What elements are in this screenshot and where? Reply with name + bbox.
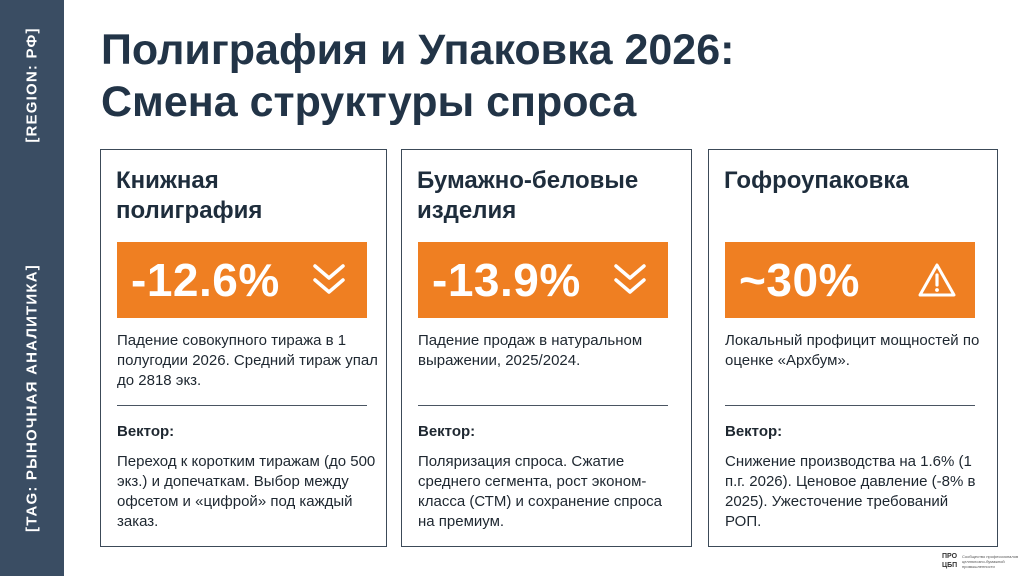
vector-label: Вектор: — [725, 423, 783, 440]
double-chevron-down-icon — [313, 264, 345, 294]
stat-box: -12.6% — [117, 242, 367, 318]
vector-text: Снижение производства на 1.6% (1 п.г. 20… — [725, 453, 976, 530]
title-line-1: Полиграфия и Упаковка 2026: — [101, 26, 735, 74]
card-title-line-1: Книжная — [116, 167, 219, 194]
vector-label: Вектор: — [117, 423, 175, 440]
topic-tag: [TAG: РЫНОЧНАЯ АНАЛИТИКА] — [23, 264, 41, 532]
vector-text: Поляризация спроса. Сжатие среднего сегм… — [418, 453, 663, 530]
vector-label: Вектор: — [418, 423, 476, 440]
stat-value: ~30% — [739, 254, 860, 306]
page-title: Полиграфия и Упаковка 2026: Смена структ… — [101, 24, 981, 128]
sidebar: [REGION: РФ] [TAG: РЫНОЧНАЯ АНАЛИТИКА] — [0, 0, 64, 576]
card-title-line-1: Бумажно-беловые — [417, 167, 639, 194]
card-title: Бумажно-беловые изделия — [417, 166, 677, 226]
divider — [117, 405, 367, 406]
card-title-line-1: Гофроупаковка — [724, 167, 909, 194]
card-book-printing: Книжная полиграфия -12.6% Падение совоку… — [100, 149, 387, 547]
card-title: Гофроупаковка — [724, 166, 984, 196]
vector-text: Переход к коротким тиражам (до 500 экз.)… — [117, 453, 376, 530]
double-chevron-down-icon — [614, 264, 646, 294]
stat-value: -12.6% — [131, 254, 280, 306]
card-corrugated-packaging: Гофроупаковка ~30% Локальный профицит мо… — [708, 149, 998, 547]
card-title-line-2: полиграфия — [116, 197, 263, 224]
logo-mark: ПРО ЦБП — [942, 553, 958, 569]
region-tag: [REGION: РФ] — [23, 27, 41, 143]
stat-value: -13.9% — [432, 254, 581, 306]
title-line-2: Смена структуры спроса — [101, 78, 637, 126]
warning-triangle-icon — [918, 263, 956, 297]
card-description: Падение совокупного тиража в 1 полугодии… — [117, 332, 378, 389]
card-paper-products: Бумажно-беловые изделия -13.9% Падение п… — [401, 149, 692, 547]
stat-box: -13.9% — [418, 242, 668, 318]
card-title: Книжная полиграфия — [116, 166, 376, 226]
divider — [725, 405, 975, 406]
card-description: Падение продаж в натуральном выражении, … — [418, 332, 643, 369]
logo: ПРО ЦБП Сообщество профессионалов целлюл… — [942, 552, 1022, 572]
card-title-line-2: изделия — [417, 197, 517, 224]
card-description: Локальный профицит мощностей по оценке «… — [725, 332, 980, 369]
logo-text: Сообщество профессионалов целлюлозно-бум… — [962, 554, 1019, 569]
stat-box: ~30% — [725, 242, 975, 318]
divider — [418, 405, 668, 406]
